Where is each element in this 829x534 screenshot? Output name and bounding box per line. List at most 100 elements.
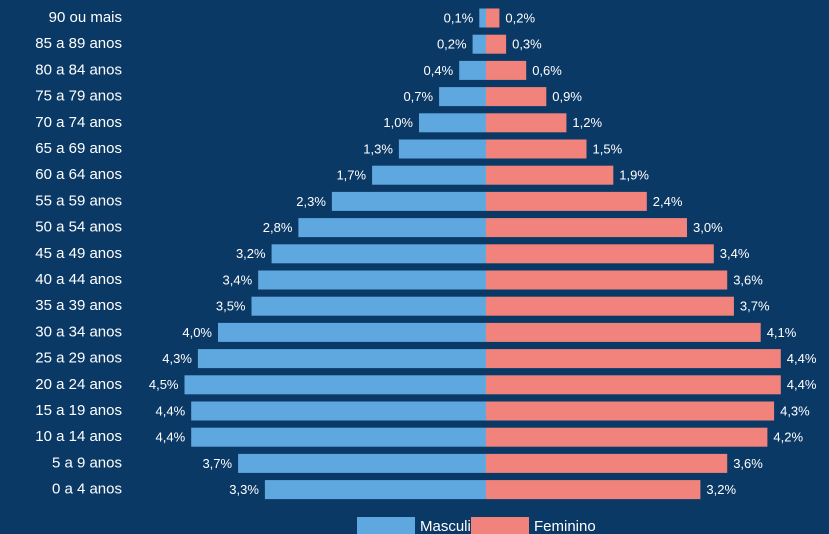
bar (251, 296, 486, 316)
bar (486, 296, 734, 316)
value-label: 3,2% (706, 482, 736, 497)
value-label: 1,0% (383, 115, 413, 130)
bar (486, 87, 547, 107)
bar (271, 244, 486, 264)
bar (486, 60, 527, 80)
value-label: 1,5% (593, 141, 623, 156)
value-label: 4,2% (773, 430, 803, 445)
bar (486, 270, 728, 290)
value-label: 0,9% (552, 89, 582, 104)
category-label: 20 a 24 anos (35, 376, 122, 393)
category-label: 25 a 29 anos (35, 350, 122, 367)
bar (486, 401, 775, 421)
value-label: 4,1% (767, 325, 797, 340)
bar (486, 165, 614, 185)
value-label: 2,3% (296, 194, 326, 209)
bar (331, 191, 486, 211)
legend-swatch (471, 517, 529, 534)
value-label: 1,9% (619, 168, 649, 183)
value-label: 0,2% (505, 10, 535, 25)
bar (398, 139, 486, 159)
bar (486, 34, 507, 54)
category-label: 70 a 74 anos (35, 114, 122, 131)
value-label: 3,3% (229, 482, 259, 497)
bar (264, 480, 486, 500)
value-label: 2,4% (653, 194, 683, 209)
category-label: 50 a 54 anos (35, 219, 122, 236)
bar (459, 60, 486, 80)
bar (258, 270, 486, 290)
bar (486, 453, 728, 473)
value-label: 3,7% (202, 456, 232, 471)
bar (372, 165, 486, 185)
category-label: 30 a 34 anos (35, 323, 122, 340)
bar (191, 427, 486, 447)
value-label: 0,7% (403, 89, 433, 104)
bar (439, 87, 486, 107)
bar (486, 322, 761, 342)
bar (486, 349, 781, 369)
value-label: 0,6% (532, 63, 562, 78)
category-label: 65 a 69 anos (35, 140, 122, 157)
value-label: 3,2% (236, 246, 266, 261)
category-label: 10 a 14 anos (35, 428, 122, 445)
value-label: 0,2% (437, 37, 467, 52)
bar (486, 427, 768, 447)
value-label: 3,6% (733, 272, 763, 287)
bar (486, 191, 647, 211)
value-label: 4,5% (149, 377, 179, 392)
value-label: 1,3% (363, 141, 393, 156)
bar (191, 401, 486, 421)
value-label: 0,1% (444, 10, 474, 25)
value-label: 3,0% (693, 220, 723, 235)
value-label: 2,8% (263, 220, 293, 235)
bar (486, 480, 701, 500)
category-label: 35 a 39 anos (35, 297, 122, 314)
value-label: 4,4% (156, 430, 186, 445)
category-label: 80 a 84 anos (35, 61, 122, 78)
bar (238, 453, 486, 473)
bar (479, 8, 486, 28)
category-label: 85 a 89 anos (35, 35, 122, 52)
value-label: 3,4% (223, 272, 253, 287)
bar (486, 113, 567, 133)
bar (298, 218, 486, 238)
legend-label: Feminino (534, 518, 596, 534)
category-label: 5 a 9 anos (52, 454, 122, 471)
bar (486, 139, 587, 159)
category-label: 15 a 19 anos (35, 402, 122, 419)
value-label: 1,2% (572, 115, 602, 130)
bar (486, 218, 687, 238)
value-label: 4,4% (787, 377, 817, 392)
value-label: 0,3% (512, 37, 542, 52)
value-label: 4,3% (780, 403, 810, 418)
category-label: 90 ou mais (49, 9, 122, 26)
legend-swatch (357, 517, 415, 534)
bar (486, 375, 781, 395)
value-label: 0,4% (424, 63, 454, 78)
bar (197, 349, 486, 369)
legend-label: Masculino (420, 518, 488, 534)
category-label: 40 a 44 anos (35, 271, 122, 288)
category-label: 75 a 79 anos (35, 88, 122, 105)
bar (486, 8, 500, 28)
value-label: 4,4% (787, 351, 817, 366)
value-label: 3,7% (740, 299, 770, 314)
value-label: 3,5% (216, 299, 246, 314)
category-label: 45 a 49 anos (35, 245, 122, 262)
category-label: 60 a 64 anos (35, 166, 122, 183)
value-label: 4,4% (156, 403, 186, 418)
bar (218, 322, 486, 342)
value-label: 4,3% (162, 351, 192, 366)
value-label: 4,0% (182, 325, 212, 340)
value-label: 3,4% (720, 246, 750, 261)
bar (472, 34, 486, 54)
value-label: 3,6% (733, 456, 763, 471)
category-label: 55 a 59 anos (35, 192, 122, 209)
bar (486, 244, 714, 264)
bar (184, 375, 486, 395)
bar (419, 113, 486, 133)
value-label: 1,7% (336, 168, 366, 183)
category-label: 0 a 4 anos (52, 481, 122, 498)
